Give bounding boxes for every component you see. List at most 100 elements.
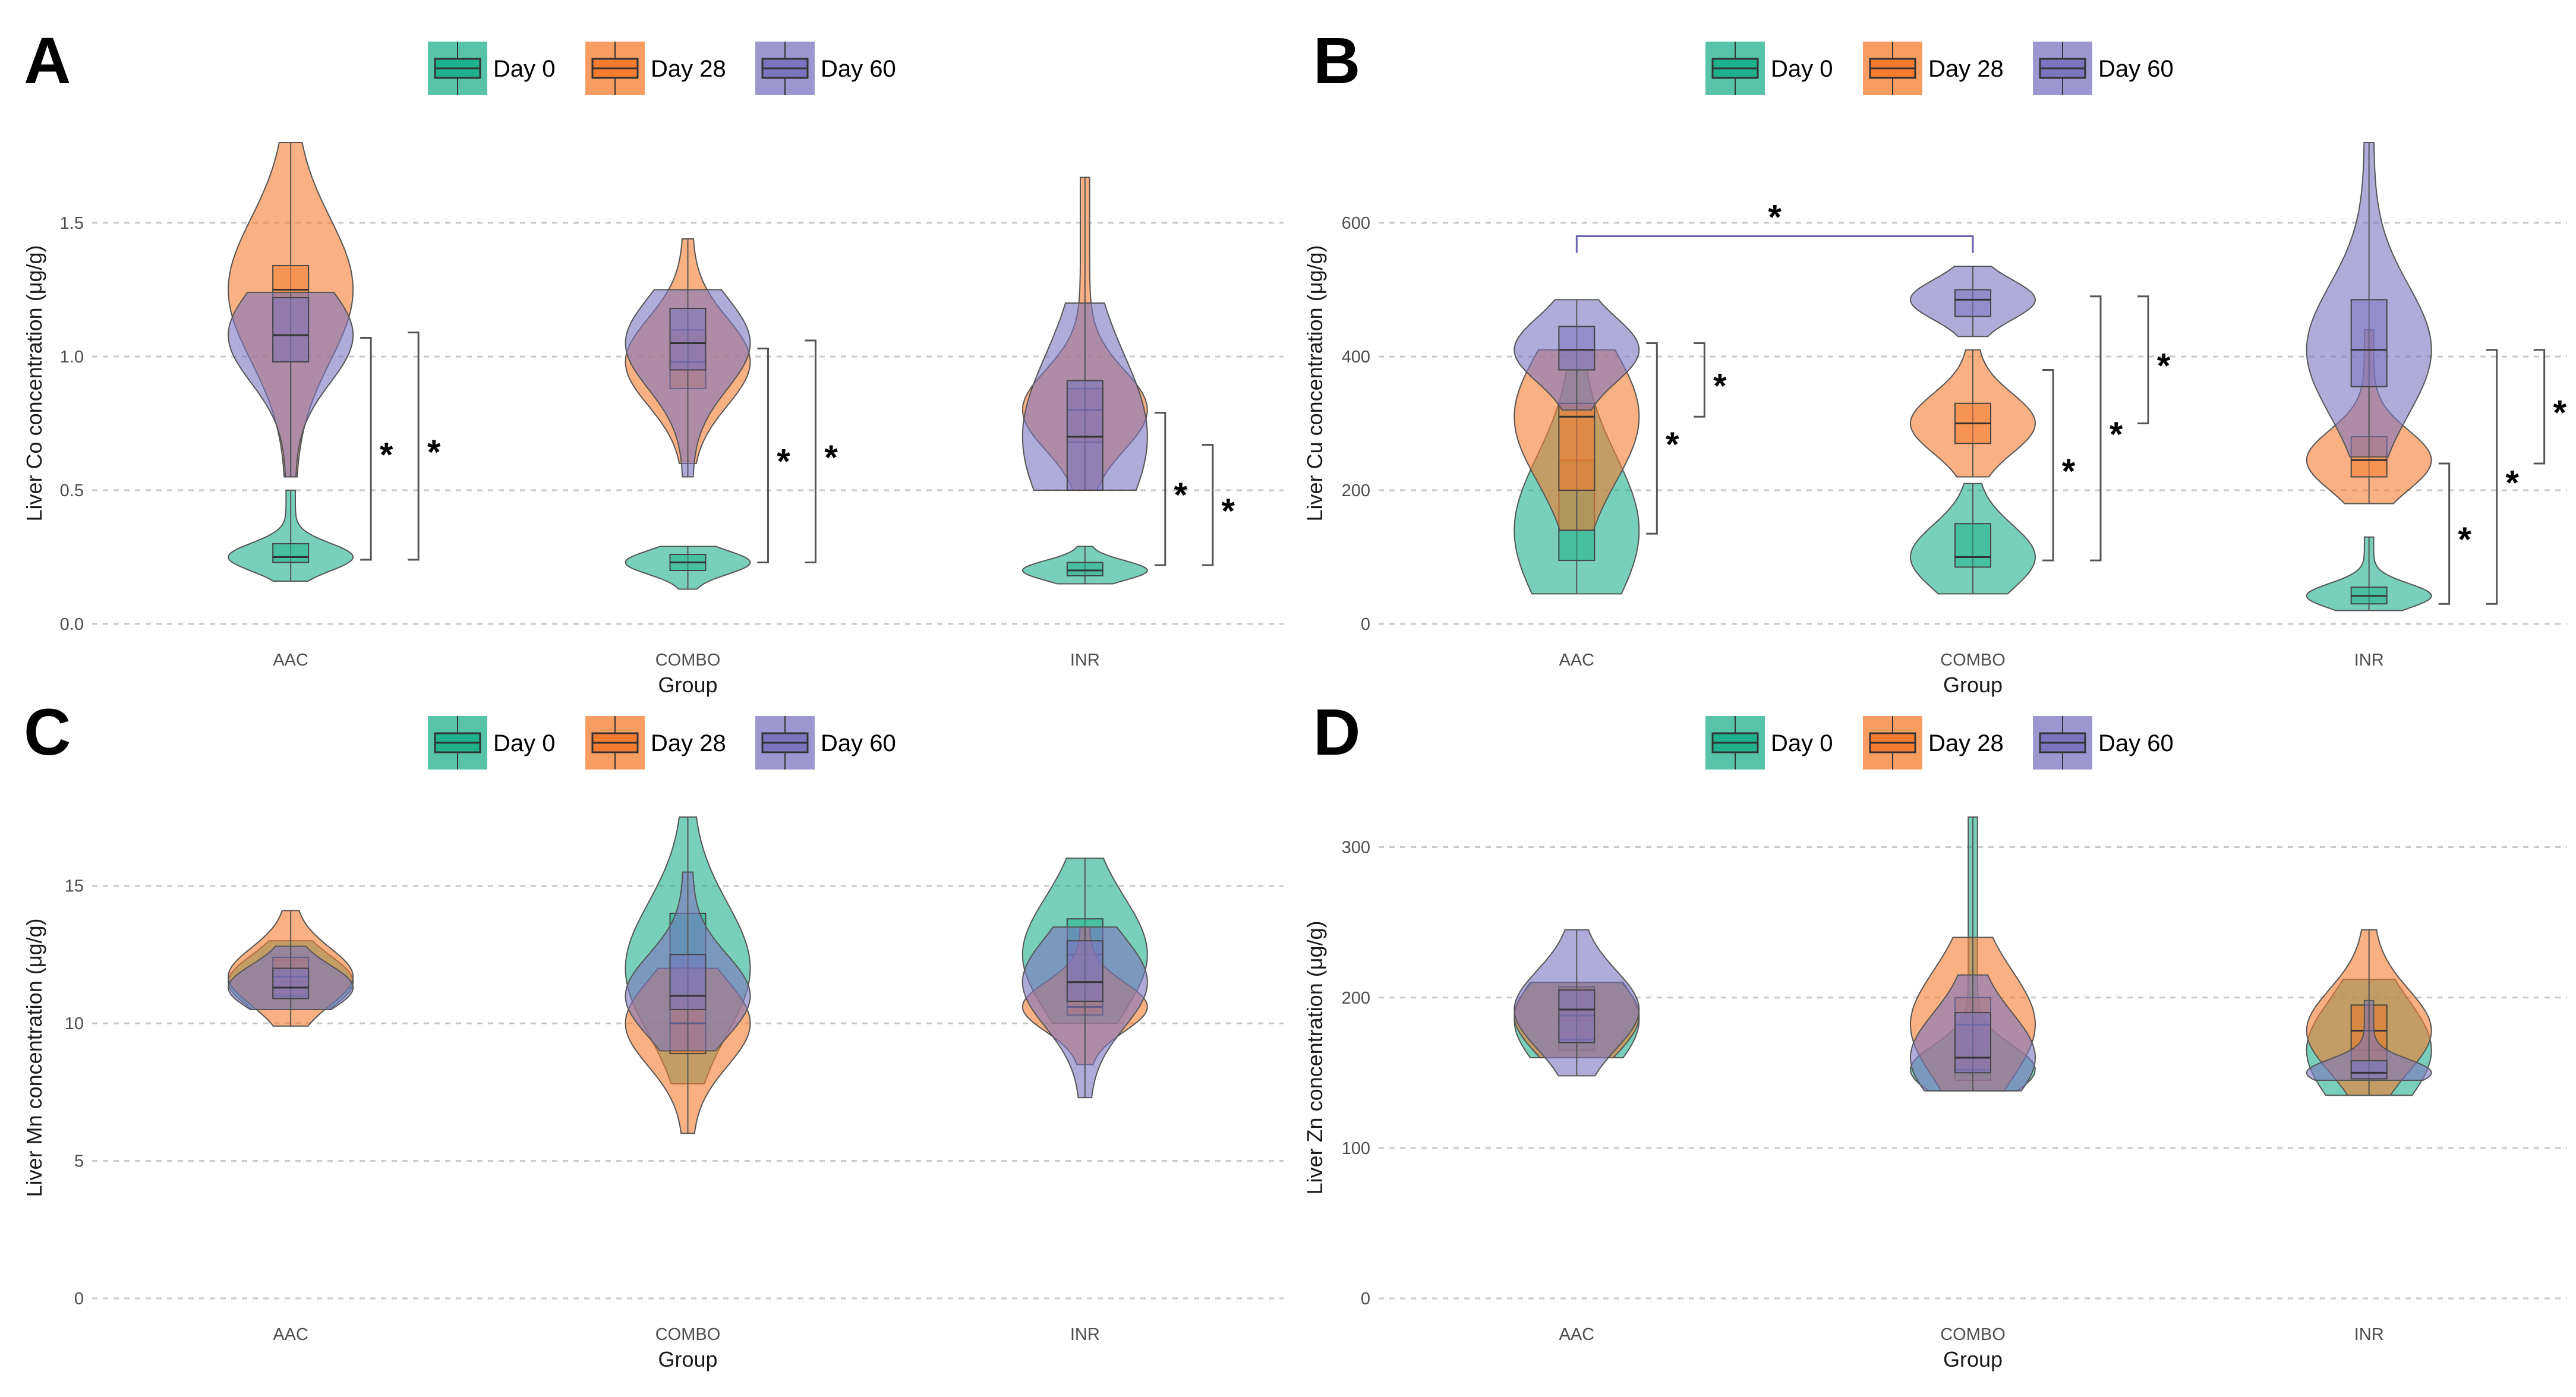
y-tick-label: 100 — [1342, 1139, 1370, 1158]
significance-bracket — [2486, 349, 2498, 605]
x-tick-label: INR — [1070, 1325, 1100, 1344]
x-tick-label: COMBO — [1940, 1325, 2006, 1344]
legend-key — [2033, 716, 2092, 770]
y-tick-label: 0 — [74, 1289, 84, 1308]
legend-key — [1863, 42, 1922, 95]
box — [669, 308, 707, 371]
significance-bracket — [2533, 349, 2546, 465]
y-tick-label: 1.0 — [60, 348, 84, 367]
panel-letter: D — [1313, 696, 1360, 769]
significance-star: * — [2062, 452, 2076, 491]
y-axis-title: Liver Cu concentration (μg/g) — [1303, 245, 1327, 522]
legend: Day 0 Day 28 Day 60 — [1705, 716, 2174, 770]
significance-star: * — [2110, 415, 2123, 454]
x-tick-label: COMBO — [1940, 651, 2006, 670]
x-tick-label: AAC — [273, 1325, 308, 1344]
y-tick-label: 1.5 — [60, 214, 84, 233]
box — [669, 954, 707, 1011]
legend-key — [585, 716, 645, 770]
y-tick-label: 10 — [65, 1014, 84, 1033]
y-tick-label: 200 — [1342, 989, 1370, 1008]
legend-label: Day 0 — [493, 730, 556, 756]
box — [1558, 326, 1596, 371]
x-tick-label: INR — [1070, 651, 1100, 670]
panel-letter: C — [24, 696, 71, 769]
legend-label: Day 60 — [821, 56, 896, 82]
significance-bracket — [2438, 462, 2451, 605]
x-tick-label: COMBO — [655, 1325, 721, 1344]
x-axis-title: Group — [1943, 673, 2003, 697]
x-tick-label: AAC — [1559, 651, 1595, 670]
legend-key — [1705, 42, 1765, 95]
x-axis-title: Group — [1943, 1347, 2003, 1371]
y-tick-label: 200 — [1342, 481, 1370, 500]
x-tick-label: INR — [2354, 1325, 2384, 1344]
significance-bracket — [1694, 342, 1705, 418]
box — [272, 297, 310, 362]
legend-label: Day 0 — [1771, 56, 1833, 82]
legend-label: Day 60 — [2098, 730, 2174, 756]
y-axis-title: Liver Zn concentration (μg/g) — [1303, 921, 1327, 1195]
significance-star: * — [2553, 393, 2566, 432]
legend-label: Day 28 — [651, 56, 726, 82]
y-tick-label: 15 — [65, 877, 84, 896]
significance-bracket — [1154, 412, 1166, 566]
comparison-star: * — [1768, 198, 1782, 237]
box — [1066, 562, 1103, 576]
significance-star: * — [2157, 347, 2171, 386]
significance-star: * — [2458, 521, 2471, 559]
box — [1558, 989, 1596, 1043]
significance-bracket — [2137, 295, 2149, 424]
legend-key — [428, 716, 487, 770]
significance-bracket — [2042, 369, 2054, 562]
box — [1954, 289, 1991, 317]
significance-bracket — [360, 337, 372, 561]
significance-bracket — [805, 339, 816, 563]
y-axis-title: Liver Co concentration (μg/g) — [22, 245, 46, 522]
panel-d: D Day 0 Day 28 Day 60 0 100 200 300 Liver Zn con… — [1303, 696, 2567, 1371]
y-tick-label: 0 — [1361, 615, 1370, 634]
box — [272, 967, 310, 999]
y-tick-label: 0.0 — [60, 615, 84, 634]
significance-star: * — [1174, 476, 1188, 515]
significance-bracket — [2090, 295, 2102, 562]
significance-star: * — [380, 436, 393, 474]
box — [1066, 380, 1103, 491]
legend-key — [2033, 42, 2092, 95]
significance-star: * — [1222, 492, 1235, 531]
box — [1558, 402, 1596, 491]
y-tick-label: 400 — [1342, 348, 1370, 367]
significance-bracket — [1646, 342, 1658, 535]
x-tick-label: AAC — [273, 651, 308, 670]
significance-bracket — [1202, 444, 1214, 566]
box — [1066, 940, 1103, 1002]
box — [2350, 1060, 2388, 1080]
legend: Day 0 Day 28 Day 60 — [1705, 42, 2174, 95]
significance-star: * — [824, 439, 838, 477]
significance-star: * — [1666, 425, 1679, 464]
box — [272, 543, 310, 563]
x-tick-label: COMBO — [655, 651, 721, 670]
comparison-bracket — [1575, 235, 1974, 253]
significance-bracket — [408, 332, 420, 561]
significance-star: * — [777, 443, 790, 481]
legend-key — [755, 42, 815, 95]
legend-label: Day 0 — [493, 56, 556, 82]
x-axis-title: Group — [658, 1347, 717, 1371]
legend-key — [1705, 716, 1765, 770]
panel-b: B Day 0 Day 28 Day 60 0 200 400 600 Liver Cu con… — [1303, 24, 2567, 697]
panel-letter: A — [24, 24, 71, 97]
x-tick-label: INR — [2354, 651, 2384, 670]
legend-label: Day 0 — [1771, 730, 1833, 756]
legend-key — [428, 42, 487, 95]
box — [2350, 299, 2388, 387]
panel-letter: B — [1313, 24, 1360, 97]
legend-key — [755, 716, 815, 770]
y-tick-label: 0 — [1361, 1289, 1370, 1308]
legend-label: Day 28 — [1928, 730, 2004, 756]
y-tick-label: 300 — [1342, 838, 1370, 857]
legend: Day 0 Day 28 Day 60 — [428, 42, 896, 95]
x-tick-label: AAC — [1559, 1325, 1595, 1344]
significance-star: * — [2505, 464, 2519, 503]
